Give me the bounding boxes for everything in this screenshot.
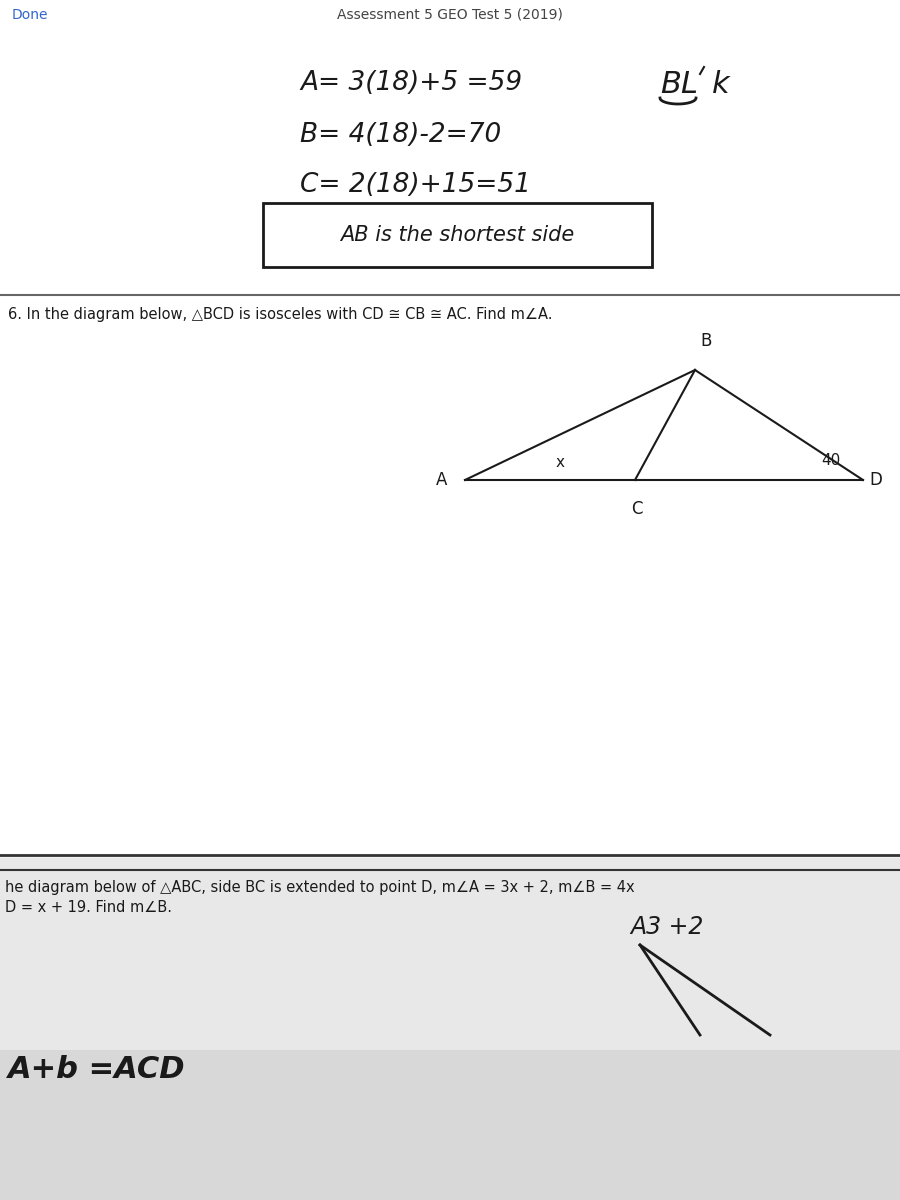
- Text: 40: 40: [821, 452, 841, 468]
- Text: he diagram below of △ABC, side BC is extended to point D, m∠A = 3x + 2, m∠B = 4x: he diagram below of △ABC, side BC is ext…: [5, 880, 634, 895]
- Text: B: B: [700, 332, 711, 350]
- Text: D = x + 19. Find m∠B.: D = x + 19. Find m∠B.: [5, 900, 172, 914]
- Text: C: C: [631, 500, 643, 518]
- FancyBboxPatch shape: [0, 858, 900, 1050]
- Text: L: L: [680, 70, 697, 98]
- Text: A3 +2: A3 +2: [630, 914, 704, 938]
- Text: x: x: [555, 455, 564, 470]
- Text: C= 2(18)+15=51: C= 2(18)+15=51: [300, 172, 531, 198]
- Text: Done: Done: [12, 8, 49, 22]
- Text: Assessment 5 GEO Test 5 (2019): Assessment 5 GEO Test 5 (2019): [338, 8, 562, 22]
- FancyBboxPatch shape: [0, 1050, 900, 1200]
- Text: D: D: [869, 470, 882, 490]
- Text: B: B: [660, 70, 681, 98]
- FancyBboxPatch shape: [263, 203, 652, 266]
- Text: A= 3(18)+5 =59: A= 3(18)+5 =59: [300, 70, 522, 96]
- Text: B= 4(18)-2=70: B= 4(18)-2=70: [300, 122, 501, 148]
- Text: 6. In the diagram below, △BCD is isosceles with CD ≅ CB ≅ AC. Find m∠A.: 6. In the diagram below, △BCD is isoscel…: [8, 307, 553, 322]
- Text: k: k: [712, 70, 730, 98]
- Text: A: A: [436, 470, 447, 490]
- Text: A+b =ACD: A+b =ACD: [8, 1055, 185, 1084]
- Text: AB is the shortest side: AB is the shortest side: [340, 226, 574, 245]
- FancyBboxPatch shape: [0, 0, 900, 854]
